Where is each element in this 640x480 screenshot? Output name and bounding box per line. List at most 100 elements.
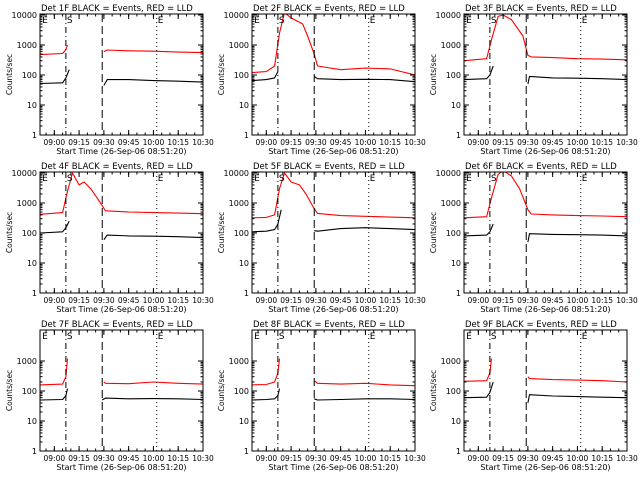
y-tick-label: 1 (456, 447, 461, 456)
event-marker-letter: E (158, 16, 164, 26)
x-tick-label: 09:15 (492, 138, 514, 147)
x-tick-label: 10:15 (379, 138, 401, 147)
x-tick-label: 09:00 (468, 138, 490, 147)
y-axis-label: Counts/sec (217, 54, 226, 95)
x-tick-label: 10:00 (567, 454, 589, 463)
x-tick-label: 09:45 (118, 296, 140, 305)
event-marker-letter: S (279, 16, 285, 26)
y-axis-label: Counts/sec (5, 54, 14, 95)
panel-title: Det 9F BLACK = Events, RED = LLD (465, 320, 617, 330)
y-axis-label: Counts/sec (5, 370, 14, 411)
event-marker-letter: S (279, 174, 285, 184)
event-marker-letter: E (158, 174, 164, 184)
plot-frame (39, 13, 204, 136)
x-tick-label: 10:30 (192, 454, 214, 463)
lld-series-line (464, 358, 627, 383)
x-axis-label: Start Time (26-Sep-06 08:51:20) (56, 305, 186, 314)
y-tick-label: 1000 (229, 199, 249, 208)
lld-series-line (464, 172, 627, 219)
event-marker-letter: S (67, 332, 73, 342)
event-marker-letter: E (466, 174, 472, 184)
x-tick-label: 09:45 (330, 138, 352, 147)
x-tick-label: 10:30 (616, 138, 638, 147)
x-tick-label: 09:00 (44, 138, 66, 147)
x-axis-label: Start Time (26-Sep-06 08:51:20) (268, 147, 398, 156)
x-tick-label: 10:15 (591, 296, 613, 305)
events-series-line (40, 69, 203, 86)
y-tick-label: 100 (446, 387, 461, 396)
x-tick-label: 09:15 (280, 454, 302, 463)
y-tick-label: 1000 (229, 357, 249, 366)
plot-frame (463, 13, 628, 136)
x-axis-label: Start Time (26-Sep-06 08:51:20) (268, 305, 398, 314)
y-tick-label: 10000 (224, 11, 249, 20)
series-group (252, 358, 415, 401)
y-tick-label: 1000 (441, 41, 461, 50)
events-series-line (464, 381, 627, 404)
y-tick-label: 1000 (17, 199, 37, 208)
x-tick-label: 10:00 (567, 296, 589, 305)
x-axis-label: Start Time (26-Sep-06 08:51:20) (480, 147, 610, 156)
events-series-line (464, 65, 627, 85)
event-marker-letter: E (370, 332, 376, 342)
y-axis-label: Counts/sec (217, 370, 226, 411)
panel-det-2f: Det 2F BLACK = Events, RED = LLD E S E 1 10 10… (217, 4, 426, 156)
event-marker-letter: E (158, 332, 164, 342)
plot-frame (39, 171, 204, 294)
x-tick-label: 10:15 (379, 296, 401, 305)
panel-det-6f: Det 6F BLACK = Events, RED = LLD E S E 1 10 10… (429, 162, 638, 314)
y-tick-label: 10000 (224, 169, 249, 178)
panel-title: Det 1F BLACK = Events, RED = LLD (41, 4, 193, 14)
event-marker-letter: E (466, 16, 472, 26)
x-tick-label: 10:00 (143, 296, 165, 305)
event-marker-letter: E (582, 16, 588, 26)
y-tick-label: 10 (27, 101, 37, 110)
x-tick-label: 10:30 (616, 454, 638, 463)
lld-series-line (464, 14, 627, 62)
series-group (252, 14, 415, 83)
plot-frame (39, 329, 204, 452)
x-tick-label: 10:30 (192, 296, 214, 305)
x-tick-label: 09:30 (517, 138, 539, 147)
x-tick-label: 10:30 (616, 296, 638, 305)
y-tick-label: 10 (451, 417, 461, 426)
x-tick-label: 10:00 (355, 296, 377, 305)
y-tick-label: 10 (239, 259, 249, 268)
panel-title: Det 2F BLACK = Events, RED = LLD (253, 4, 405, 14)
x-tick-label: 10:00 (567, 138, 589, 147)
plot-frame (463, 329, 628, 452)
y-tick-label: 1 (456, 131, 461, 140)
panel-title: Det 8F BLACK = Events, RED = LLD (253, 320, 405, 330)
x-tick-label: 09:00 (256, 138, 278, 147)
event-marker-letter: S (491, 174, 497, 184)
x-tick-label: 09:15 (492, 454, 514, 463)
x-tick-label: 09:00 (44, 296, 66, 305)
y-tick-label: 10 (239, 101, 249, 110)
y-tick-label: 1 (456, 289, 461, 298)
y-tick-label: 10000 (12, 11, 37, 20)
x-tick-label: 10:30 (404, 296, 426, 305)
y-tick-label: 10 (451, 259, 461, 268)
events-series-line (40, 220, 203, 241)
x-tick-label: 09:00 (256, 454, 278, 463)
x-tick-label: 09:45 (330, 454, 352, 463)
x-tick-label: 09:30 (305, 296, 327, 305)
y-tick-label: 1000 (17, 357, 37, 366)
y-tick-label: 10 (27, 259, 37, 268)
panel-det-8f: Det 8F BLACK = Events, RED = LLD E S E 1 10 10… (217, 320, 426, 472)
lld-series-line (252, 358, 415, 387)
x-tick-label: 09:30 (93, 454, 115, 463)
x-tick-label: 09:45 (330, 296, 352, 305)
y-tick-label: 1000 (441, 357, 461, 366)
series-group (464, 358, 627, 404)
event-marker-letter: E (42, 174, 48, 184)
x-tick-label: 09:00 (44, 454, 66, 463)
plot-frame (251, 329, 416, 452)
x-tick-label: 10:00 (143, 454, 165, 463)
x-tick-label: 10:30 (404, 454, 426, 463)
x-tick-label: 09:30 (305, 138, 327, 147)
x-tick-label: 09:15 (68, 296, 90, 305)
event-marker-letter: E (466, 332, 472, 342)
x-tick-label: 09:00 (256, 296, 278, 305)
series-group (464, 14, 627, 85)
